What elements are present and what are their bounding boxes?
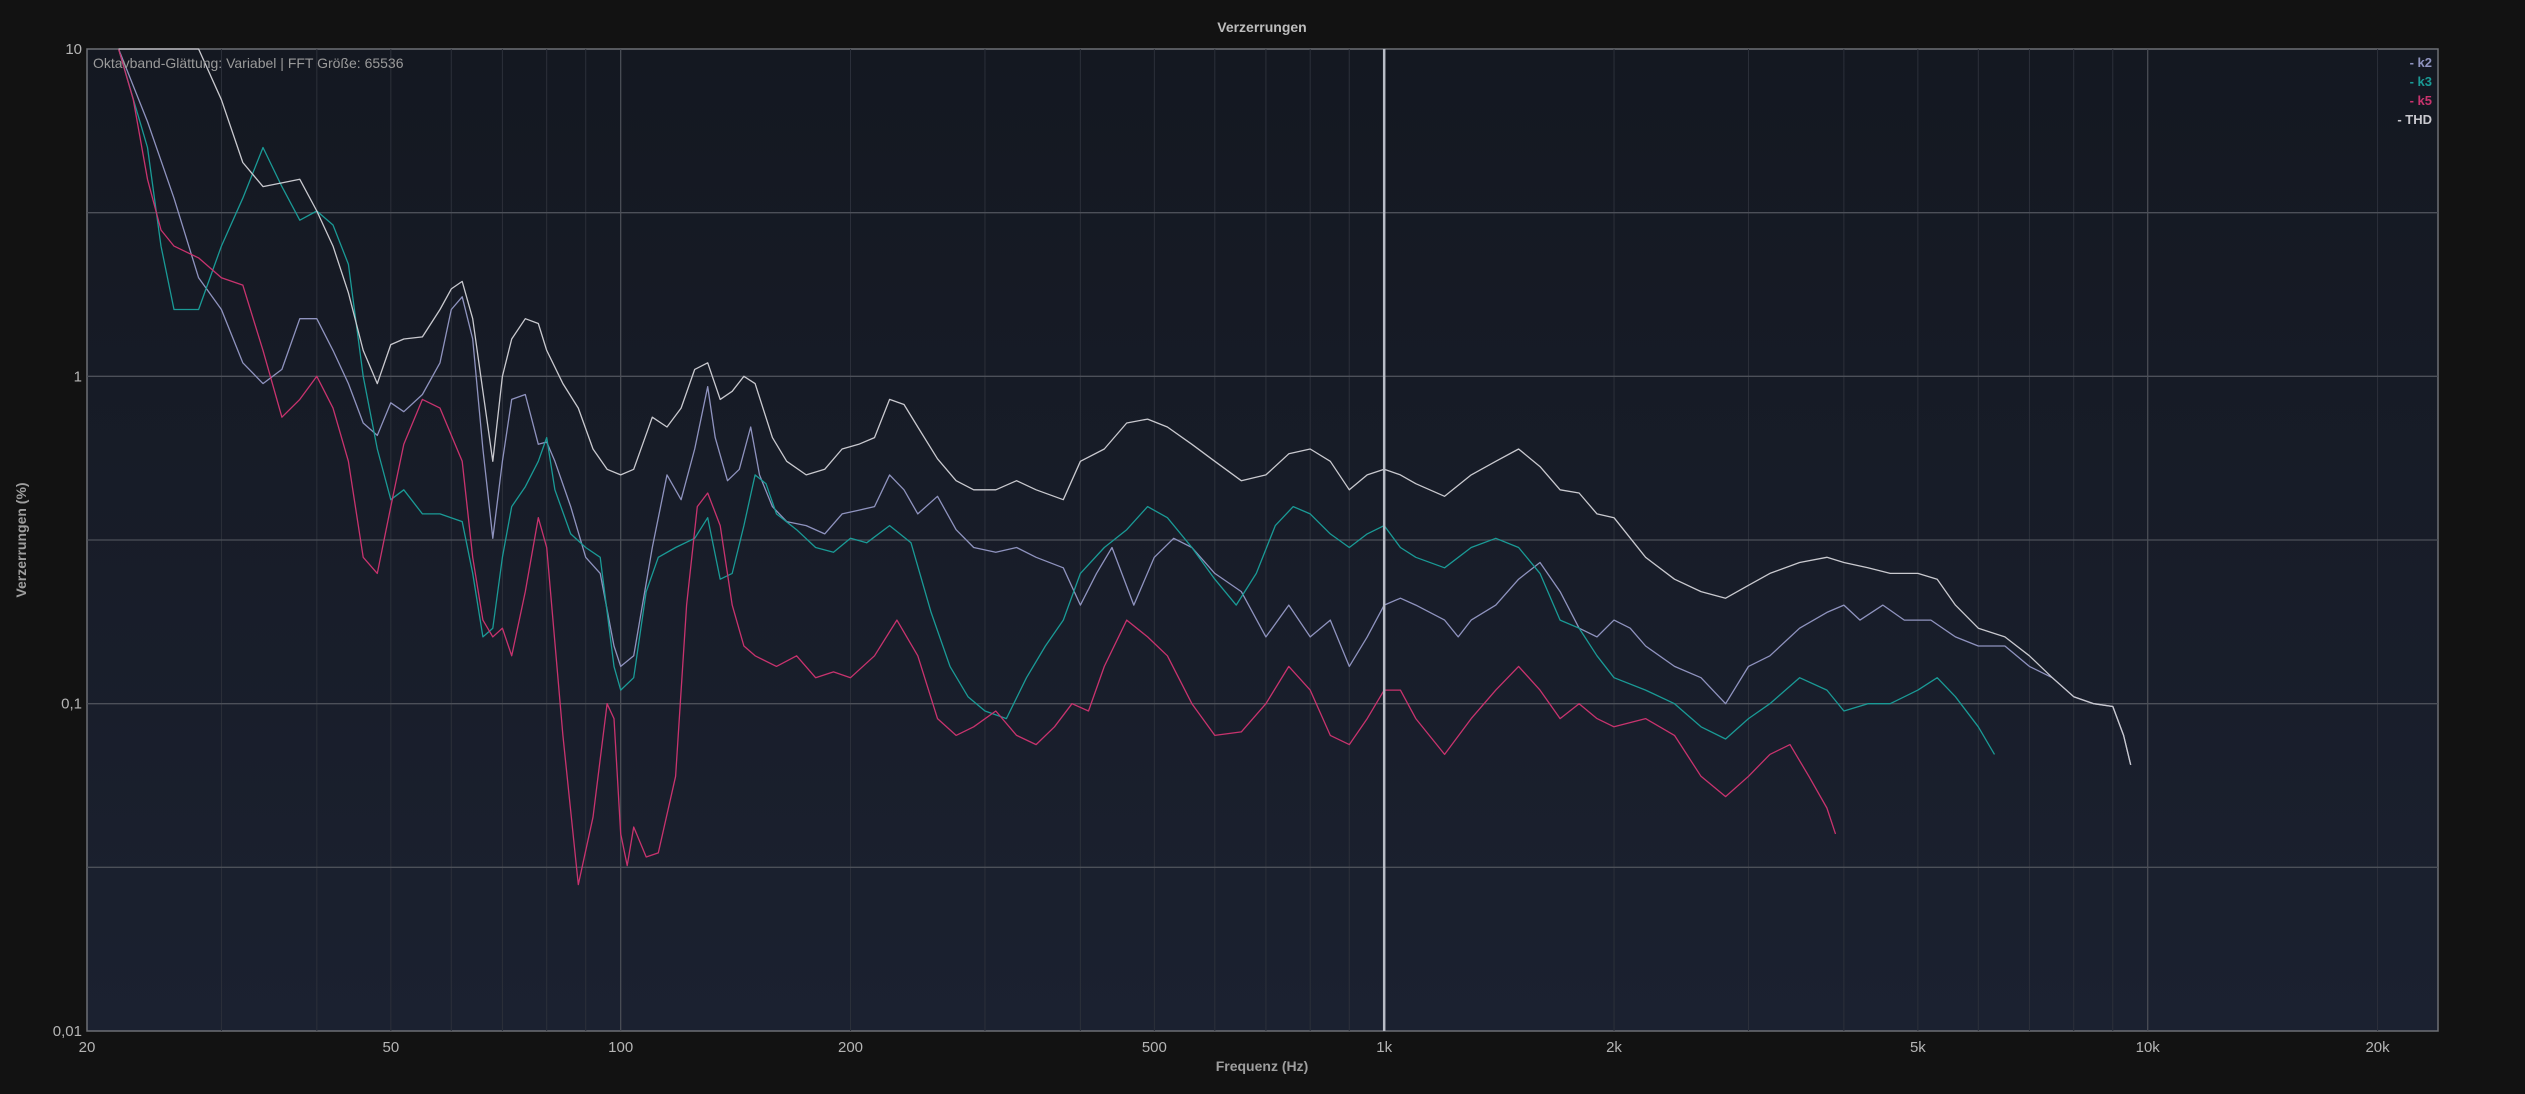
y-tick-label: 1 (74, 368, 82, 385)
x-tick-label: 10k (2136, 1039, 2161, 1056)
x-tick-label: 50 (382, 1039, 399, 1056)
x-tick-label: 20 (79, 1039, 96, 1056)
x-tick-label: 200 (838, 1039, 863, 1056)
x-axis-title: Frequenz (Hz) (1216, 1058, 1309, 1074)
series-line-thd (118, 48, 2132, 766)
x-tick-label: 100 (608, 1039, 633, 1056)
chart-title: Verzerrungen (1217, 19, 1306, 35)
x-tick-label: 2k (1606, 1039, 1622, 1056)
legend-item-k3[interactable]: - k3 (2410, 74, 2432, 89)
grid (87, 49, 2438, 1031)
y-tick-label: 0,1 (61, 696, 82, 713)
series-line-k5 (117, 48, 1837, 886)
series-line-k3 (117, 48, 1996, 755)
chart-subtitle: Oktavband-Glättung: Variabel | FFT Größe… (93, 55, 404, 71)
x-tick-label: 500 (1142, 1039, 1167, 1056)
x-tick-label: 20k (2365, 1039, 2390, 1056)
legend-item-k2[interactable]: - k2 (2410, 55, 2432, 70)
y-tick-label: 0,01 (53, 1023, 82, 1040)
legend: - k2 - k3 - k5 - THD (2397, 55, 2432, 127)
y-axis-title: Verzerrungen (%) (13, 482, 29, 597)
series-line-k2 (117, 48, 2132, 766)
x-tick-label: 1k (1376, 1039, 1392, 1056)
axes-labels: 20 50 100 200 500 1k 2k 5k 10k 20k 10 1 0,1 0,01 (53, 41, 2390, 1056)
legend-item-thd[interactable]: - THD (2397, 112, 2432, 127)
y-tick-label: 10 (65, 41, 82, 58)
legend-item-k5[interactable]: - k5 (2410, 93, 2432, 108)
x-tick-label: 5k (1910, 1039, 1926, 1056)
series-layer (117, 48, 2132, 886)
